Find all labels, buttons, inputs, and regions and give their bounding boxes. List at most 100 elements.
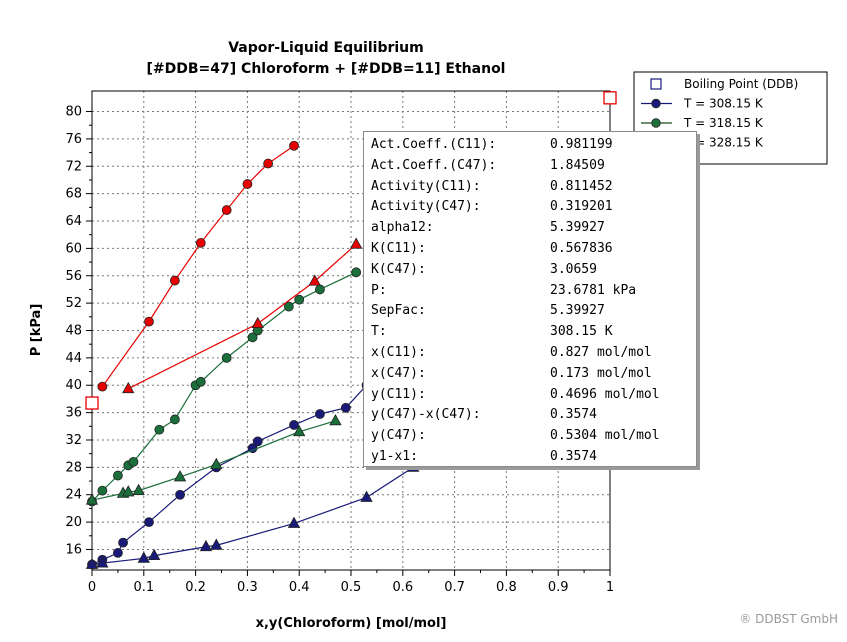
data-point-triangle (85, 493, 99, 505)
tooltip-value: 0.4696 mol/mol (550, 386, 660, 402)
legend-circle-icon (651, 98, 661, 109)
series-line (101, 145, 295, 387)
tooltip-row: y(C47)-x(C47): 0.3574 (371, 405, 696, 426)
tooltip-value: 0.567836 (550, 240, 613, 256)
legend-label: T = 308.15 K (683, 97, 764, 111)
tooltip-key: x(C47): (371, 365, 426, 381)
tooltip-key: y(C47)-x(C47): (371, 407, 481, 423)
tooltip-row: K(C47): 3.0659 (371, 260, 696, 281)
tooltip-key: y(C47): (371, 428, 426, 444)
tooltip-value: 0.827 mol/mol (550, 344, 652, 360)
data-point-circle (154, 424, 165, 435)
data-point-circle (289, 420, 299, 430)
tooltip-row: alpha12: 5.39927 (371, 218, 696, 239)
data-point-triangle (147, 548, 161, 561)
tooltip-row: x(C47): 0.173 mol/mol (371, 364, 696, 385)
data-point-circle (283, 301, 294, 312)
y-tick-label: 76 (65, 132, 82, 147)
series-line (127, 243, 357, 390)
y-axis-label: P [kPa] (29, 304, 44, 357)
tooltip-key: Act.Coeff.(C11): (371, 137, 497, 152)
tooltip-value: 3.0659 (550, 261, 597, 277)
tooltip-row: Act.Coeff.(C11): 0.981199 (371, 135, 696, 156)
tooltip-key: x(C11): (371, 344, 426, 360)
tooltip-key: Act.Coeff.(C47): (371, 157, 497, 173)
y-tick-label: 60 (65, 241, 82, 256)
y-tick-label: 52 (65, 296, 82, 311)
chart-subtitle: [#DDB=47] Chloroform + [#DDB=11] Ethanol (147, 61, 506, 77)
x-tick-label: 0.1 (133, 580, 154, 595)
x-tick-label: 0.6 (392, 580, 413, 595)
legend-label: Boiling Point (DDB) (684, 77, 798, 91)
data-point-triangle (350, 237, 363, 249)
y-tick-label: 72 (65, 159, 82, 174)
tooltip-value: 0.3574 (550, 407, 597, 423)
tooltip-row: y(C11): 0.4696 mol/mol (371, 385, 696, 406)
data-point-circle (144, 316, 154, 327)
data-point-triangle (122, 485, 135, 497)
tooltip-key: alpha12: (371, 220, 434, 236)
x-tick-label: 0.9 (548, 580, 569, 595)
boiling-point-marker (603, 91, 617, 105)
y-tick-label: 80 (65, 105, 82, 120)
tooltip-key: K(C47): (371, 261, 426, 277)
x-tick-label: 0.4 (289, 580, 310, 595)
y-tick-label: 40 (65, 378, 82, 393)
data-point-triangle (132, 483, 145, 496)
y-tick-label: 48 (65, 324, 82, 339)
y-tick-label: 68 (65, 187, 82, 202)
tooltip-key: T: (371, 324, 387, 340)
copyright-text: ® DDBST GmbH (739, 612, 838, 626)
tooltip-value: 0.319201 (550, 199, 613, 215)
x-axis-ticks: 0 0.1 0.2 0.3 0.4 0.5 0.6 0.7 0.8 0.9 1 (88, 570, 614, 595)
data-point-circle (315, 284, 325, 295)
data-point-triangle (122, 381, 135, 394)
tooltip-row: K(C11): 0.567836 (371, 239, 696, 260)
y-tick-label: 20 (65, 515, 82, 530)
y-tick-label: 64 (65, 214, 82, 229)
tooltip-row: Activity(C11): 0.811452 (371, 177, 696, 198)
data-point-circle (289, 140, 299, 151)
x-tick-label: 0.5 (341, 580, 362, 595)
tooltip-key: y1-x1: (371, 448, 418, 464)
data-point-circle (221, 205, 232, 215)
data-point-circle (175, 489, 185, 500)
x-tick-label: 0.8 (496, 580, 517, 595)
data-point-triangle (210, 457, 223, 470)
tooltip-row: Activity(C47): 0.319201 (371, 197, 696, 218)
tooltip-key: Activity(C47): (371, 199, 481, 215)
chart-title: Vapor-Liquid Equilibrium (228, 40, 424, 56)
y-tick-label: 56 (65, 269, 82, 284)
data-point-triangle (173, 470, 187, 482)
x-tick-label: 0 (88, 580, 96, 595)
data-point-triangle (199, 539, 213, 552)
legend-circle-icon (651, 118, 661, 128)
data-point-triangle (85, 557, 99, 569)
y-tick-label: 16 (65, 542, 82, 557)
x-tick-label: 1 (606, 580, 614, 595)
tooltip-key: P: (371, 282, 387, 298)
tooltip-value: 0.5304 mol/mol (550, 428, 660, 444)
data-point-triangle (308, 274, 321, 286)
data-point-circle (252, 436, 263, 447)
data-point-circle (113, 470, 123, 481)
y-tick-label: 24 (65, 488, 82, 503)
data-point-triangle (293, 424, 306, 437)
data-point-triangle (210, 538, 223, 550)
data-point-circle (351, 267, 362, 278)
x-tick-label: 0.3 (237, 580, 258, 595)
data-point-circle (315, 409, 325, 419)
data-point-circle (294, 294, 305, 305)
tooltip-key: y(C11): (371, 386, 426, 402)
tooltip-key: Activity(C11): (371, 178, 481, 194)
data-point-triangle (96, 556, 109, 568)
data-point-circle (247, 332, 258, 343)
data-point-triangle (137, 551, 150, 563)
data-point-circle (195, 238, 206, 248)
series-2 (85, 267, 362, 507)
tooltip-row: P: 23.6781 kPa (371, 281, 696, 302)
boiling-point-marker (85, 396, 99, 410)
y-tick-label: 44 (65, 351, 82, 366)
data-point-circle (263, 158, 274, 169)
x-tick-label: 0.7 (444, 580, 465, 595)
